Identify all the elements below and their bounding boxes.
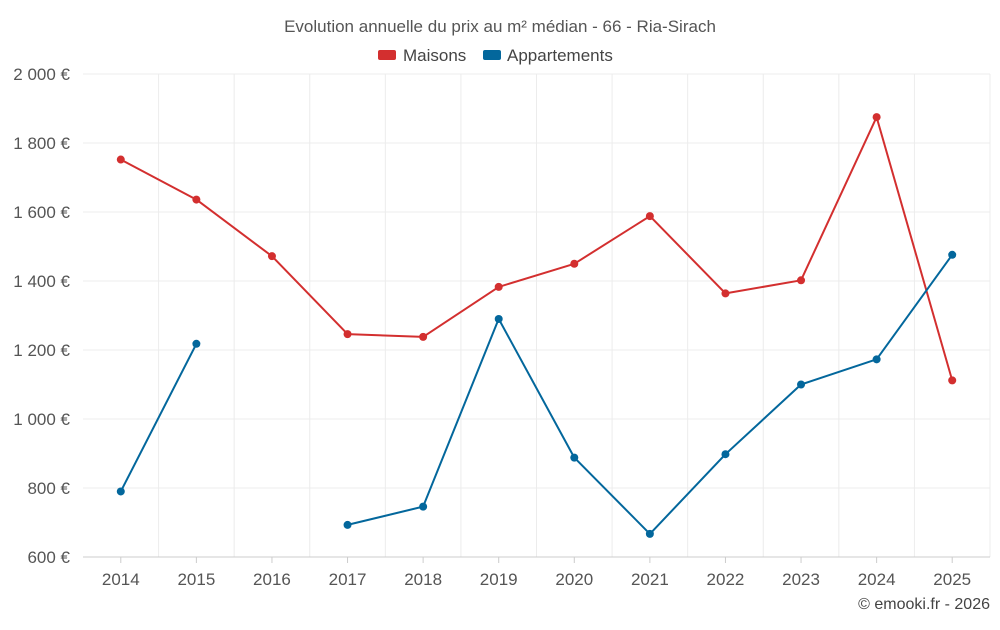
data-point-appartements[interactable]: [797, 380, 806, 389]
legend-swatch-maisons: [378, 50, 396, 60]
data-point-maisons[interactable]: [797, 276, 806, 285]
data-point-maisons[interactable]: [948, 376, 957, 385]
legend-label-appartements: Appartements: [507, 46, 613, 65]
x-tick-label: 2018: [404, 570, 442, 589]
data-point-maisons[interactable]: [721, 289, 730, 298]
data-point-maisons[interactable]: [570, 259, 579, 268]
data-point-maisons[interactable]: [116, 155, 125, 164]
series-line-appartements: [347, 254, 954, 535]
x-tick-label: 2024: [858, 570, 896, 589]
x-tick-label: 2025: [933, 570, 971, 589]
series-line-appartements: [119, 343, 198, 492]
legend-label-maisons: Maisons: [403, 46, 466, 65]
x-tick-label: 2022: [707, 570, 745, 589]
grid: [83, 73, 991, 557]
legend-item-appartements[interactable]: Appartements: [483, 46, 613, 65]
y-tick-label: 1 000 €: [13, 410, 70, 429]
y-tick-label: 800 €: [27, 479, 70, 498]
y-axis: 600 € 800 € 1 000 € 1 200 € 1 400 € 1 600 € 1 …: [13, 65, 70, 567]
x-tick-label: 2016: [253, 570, 291, 589]
data-point-maisons[interactable]: [419, 332, 428, 341]
data-point-maisons[interactable]: [872, 113, 881, 122]
data-point-appartements[interactable]: [721, 450, 730, 459]
series-line-maisons: [120, 116, 954, 381]
data-point-appartements[interactable]: [192, 339, 201, 348]
legend-swatch-appartements: [483, 50, 501, 60]
data-point-appartements[interactable]: [872, 355, 881, 364]
chart-title: Evolution annuelle du prix au m² médian …: [284, 17, 716, 36]
data-point-appartements[interactable]: [343, 520, 352, 529]
data-point-appartements[interactable]: [645, 529, 654, 538]
data-point-maisons[interactable]: [343, 330, 352, 339]
x-tick-label: 2019: [480, 570, 518, 589]
data-point-appartements[interactable]: [570, 453, 579, 462]
data-point-appartements[interactable]: [116, 487, 125, 496]
y-tick-label: 1 200 €: [13, 341, 70, 360]
data-point-maisons[interactable]: [645, 212, 654, 221]
y-tick-label: 1 600 €: [13, 203, 70, 222]
data-point-maisons[interactable]: [494, 282, 503, 291]
x-tick-label: 2014: [102, 570, 140, 589]
y-tick-label: 1 400 €: [13, 272, 70, 291]
legend-item-maisons[interactable]: Maisons: [378, 46, 466, 65]
data-point-appartements[interactable]: [948, 250, 957, 259]
x-tick-label: 2021: [631, 570, 669, 589]
y-tick-label: 1 800 €: [13, 134, 70, 153]
y-tick-label: 600 €: [27, 548, 70, 567]
data-point-appartements[interactable]: [419, 502, 428, 511]
data-point-maisons[interactable]: [192, 195, 201, 204]
data-point-maisons[interactable]: [267, 252, 276, 261]
series: [116, 113, 957, 538]
y-tick-label: 2 000 €: [13, 65, 70, 84]
data-point-appartements[interactable]: [494, 314, 503, 323]
x-tick-label: 2015: [177, 570, 215, 589]
x-tick-label: 2020: [555, 570, 593, 589]
x-tick-label: 2023: [782, 570, 820, 589]
series-appartements: [116, 250, 957, 538]
credit-text: © emooki.fr - 2026: [858, 596, 990, 613]
x-axis: 2014 2015 2016 2017 2018 2019 2020 2021 2022 2023…: [83, 556, 990, 589]
legend: Maisons Appartements: [378, 46, 613, 65]
x-tick-label: 2017: [329, 570, 367, 589]
series-maisons: [116, 113, 957, 385]
